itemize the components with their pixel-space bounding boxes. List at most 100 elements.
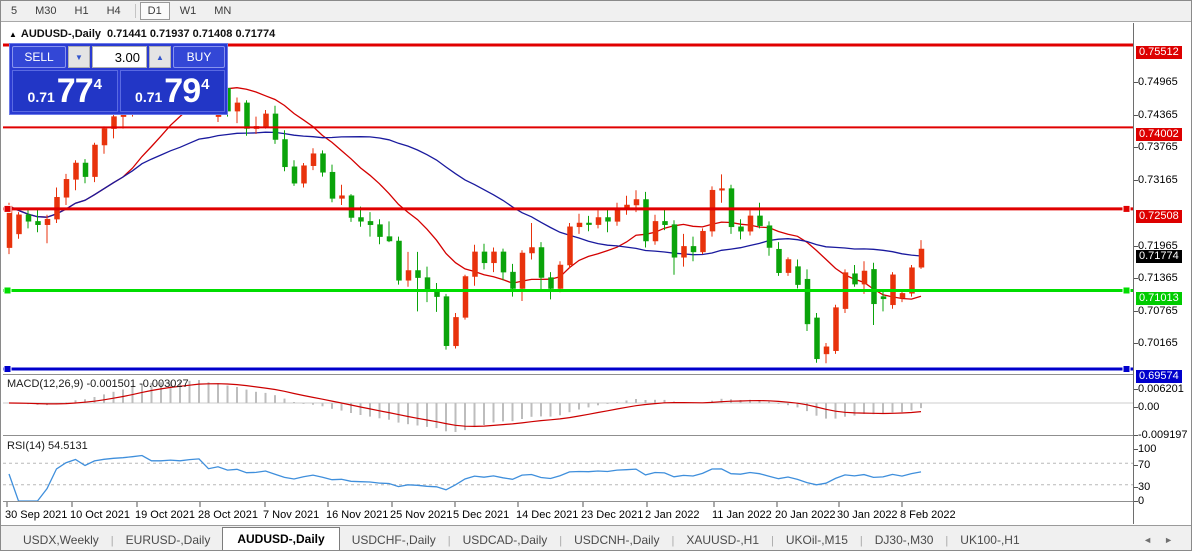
rsi-timeaxis-separator bbox=[3, 501, 1191, 502]
price-level-label: 0.69574 bbox=[1136, 370, 1182, 383]
sell-button[interactable]: SELL bbox=[12, 46, 66, 68]
volume-increase-button[interactable]: ▲ bbox=[149, 46, 171, 68]
axis-tick bbox=[1134, 407, 1138, 408]
buy-button[interactable]: BUY bbox=[173, 46, 225, 68]
timeframe-toolbar: 5 M30 H1 H4 D1 W1 MN bbox=[1, 1, 1191, 22]
chart-tab-dj30m30[interactable]: DJ30-,M30 bbox=[874, 533, 934, 547]
date-label: 19 Oct 2021 bbox=[135, 509, 195, 521]
price-axis[interactable]: 0.75512 0.74965 0.74365 0.74002 0.73765 0.731… bbox=[1133, 23, 1191, 524]
timeframe-button-d1[interactable]: D1 bbox=[139, 2, 170, 20]
ma-fast-line bbox=[8, 87, 922, 300]
chart-tab-usdchfdaily[interactable]: USDCHF-,Daily bbox=[351, 533, 436, 547]
tab-separator: | bbox=[945, 535, 949, 547]
date-label: 8 Feb 2022 bbox=[900, 509, 956, 521]
axis-label: 0.71965 bbox=[1138, 240, 1178, 252]
axis-label: 70 bbox=[1138, 459, 1151, 471]
chart-tab-usdcnhdaily[interactable]: USDCNH-,Daily bbox=[574, 533, 660, 547]
rsi-value: 54.5131 bbox=[47, 440, 88, 452]
volume-input[interactable]: 3.00 bbox=[92, 46, 147, 68]
macd-values: -0.001501 -0.003027 bbox=[86, 378, 189, 390]
rsi-indicator-label: RSI(14) 54.5131 bbox=[7, 440, 88, 452]
chart-tab-usdcaddaily[interactable]: USDCAD-,Daily bbox=[462, 533, 548, 547]
chart-tab-bar: USDX,Weekly | EURUSD-,Daily AUDUSD-,Daily US… bbox=[1, 525, 1191, 550]
rsi-name: RSI(14) bbox=[7, 440, 45, 452]
chart-ohlc-readout: 0.71441 0.71937 0.71408 0.71774 bbox=[107, 28, 276, 40]
axis-tick bbox=[1134, 435, 1138, 436]
buy-price-sup: 4 bbox=[201, 75, 210, 93]
axis-tick bbox=[1134, 487, 1138, 488]
date-label: 30 Jan 2022 bbox=[837, 509, 898, 521]
price-level-label: 0.74002 bbox=[1136, 128, 1182, 141]
chart-tab-eurusddaily[interactable]: EURUSD-,Daily bbox=[125, 533, 211, 547]
sell-price-display[interactable]: 0.71 77 4 bbox=[12, 70, 118, 112]
ma-slow-line bbox=[8, 131, 922, 257]
main-macd-separator[interactable] bbox=[3, 374, 1191, 375]
axis-tick bbox=[1134, 115, 1138, 116]
chart-tab-uk100h1[interactable]: UK100-,H1 bbox=[960, 533, 1020, 547]
time-axis-ticks bbox=[6, 502, 903, 507]
sell-price-frac: 0.71 bbox=[27, 89, 55, 105]
date-label: 23 Dec 2021 bbox=[581, 509, 644, 521]
price-level-label: 0.71774 bbox=[1136, 250, 1182, 263]
date-label: 16 Nov 2021 bbox=[326, 509, 389, 521]
chart-tab-xauusdh1[interactable]: XAUUSD-,H1 bbox=[686, 533, 759, 547]
axis-tick bbox=[1134, 343, 1138, 344]
chart-tab-ukoilm15[interactable]: UKOil-,M15 bbox=[785, 533, 848, 547]
chart-tab-usdxweekly[interactable]: USDX,Weekly bbox=[23, 533, 99, 547]
axis-label: -0.009197 bbox=[1138, 429, 1188, 441]
date-label: 25 Nov 2021 bbox=[390, 509, 453, 521]
macd-indicator-label: MACD(12,26,9) -0.001501 -0.003027 bbox=[7, 378, 189, 390]
timeframe-button-mn[interactable]: MN bbox=[214, 5, 232, 17]
spin-down-icon: ▼ bbox=[75, 52, 83, 62]
date-label: 11 Jan 2022 bbox=[712, 509, 772, 521]
timeframe-button-h4[interactable]: H4 bbox=[106, 5, 121, 17]
macd-signal-line bbox=[8, 383, 922, 428]
date-label: 14 Dec 2021 bbox=[516, 509, 579, 521]
hline-handle[interactable] bbox=[1122, 286, 1131, 295]
chart-header: ▲ AUDUSD-,Daily 0.71441 0.71937 0.71408 0.… bbox=[9, 28, 275, 40]
buy-price-frac: 0.71 bbox=[135, 89, 163, 105]
price-level-label: 0.71013 bbox=[1136, 292, 1182, 305]
hline-handle[interactable] bbox=[1122, 365, 1131, 373]
axis-label: 0 bbox=[1138, 495, 1145, 507]
timeframe-button-w1[interactable]: W1 bbox=[179, 5, 197, 17]
axis-label: 0.74365 bbox=[1138, 109, 1178, 121]
timeframe-button-h1[interactable]: H1 bbox=[74, 5, 89, 17]
axis-label: 0.70165 bbox=[1138, 337, 1178, 349]
tab-separator: | bbox=[859, 535, 863, 547]
collapse-arrow-icon[interactable]: ▲ bbox=[9, 30, 17, 39]
rsi-subwindow bbox=[3, 454, 1133, 502]
axis-label: 0.71365 bbox=[1138, 272, 1178, 284]
hline-handle[interactable] bbox=[3, 204, 12, 213]
rsi-line bbox=[8, 454, 922, 502]
date-label: 7 Nov 2021 bbox=[263, 509, 320, 521]
chart-tab-audusddaily[interactable]: AUDUSD-,Daily bbox=[222, 527, 340, 550]
buy-price-big: 79 bbox=[164, 72, 201, 110]
one-click-trading-panel: SELL ▼ 3.00 ▲ BUY 0.71 77 4 0.71 79 4 bbox=[9, 43, 228, 115]
macd-rsi-separator[interactable] bbox=[3, 435, 1191, 436]
volume-decrease-button[interactable]: ▼ bbox=[68, 46, 90, 68]
hline-handle[interactable] bbox=[3, 286, 12, 295]
axis-tick bbox=[1134, 147, 1138, 148]
buy-price-display[interactable]: 0.71 79 4 bbox=[119, 70, 225, 112]
axis-tick bbox=[1134, 449, 1138, 450]
axis-tick bbox=[1134, 82, 1138, 83]
date-label: 30 Sep 2021 bbox=[5, 509, 68, 521]
price-level-label: 0.72508 bbox=[1136, 210, 1182, 223]
date-label: 28 Oct 2021 bbox=[198, 509, 258, 521]
chart-region: ▲ AUDUSD-,Daily 0.71441 0.71937 0.71408 0.… bbox=[1, 22, 1191, 525]
axis-tick bbox=[1134, 389, 1138, 390]
timeframe-button-m30[interactable]: M30 bbox=[35, 5, 57, 17]
tab-separator: | bbox=[110, 535, 114, 547]
tab-separator: | bbox=[559, 535, 563, 547]
axis-tick bbox=[1134, 311, 1138, 312]
timeframe-button-5[interactable]: 5 bbox=[11, 5, 18, 17]
axis-label: 0.00 bbox=[1138, 401, 1160, 413]
axis-tick bbox=[1134, 465, 1138, 466]
tab-scroll-arrows[interactable]: ◄► bbox=[1143, 535, 1185, 545]
axis-label: 30 bbox=[1138, 481, 1151, 493]
axis-label: 0.70765 bbox=[1138, 305, 1178, 317]
hline-handle[interactable] bbox=[1122, 204, 1131, 213]
hline-handle[interactable] bbox=[3, 365, 12, 373]
